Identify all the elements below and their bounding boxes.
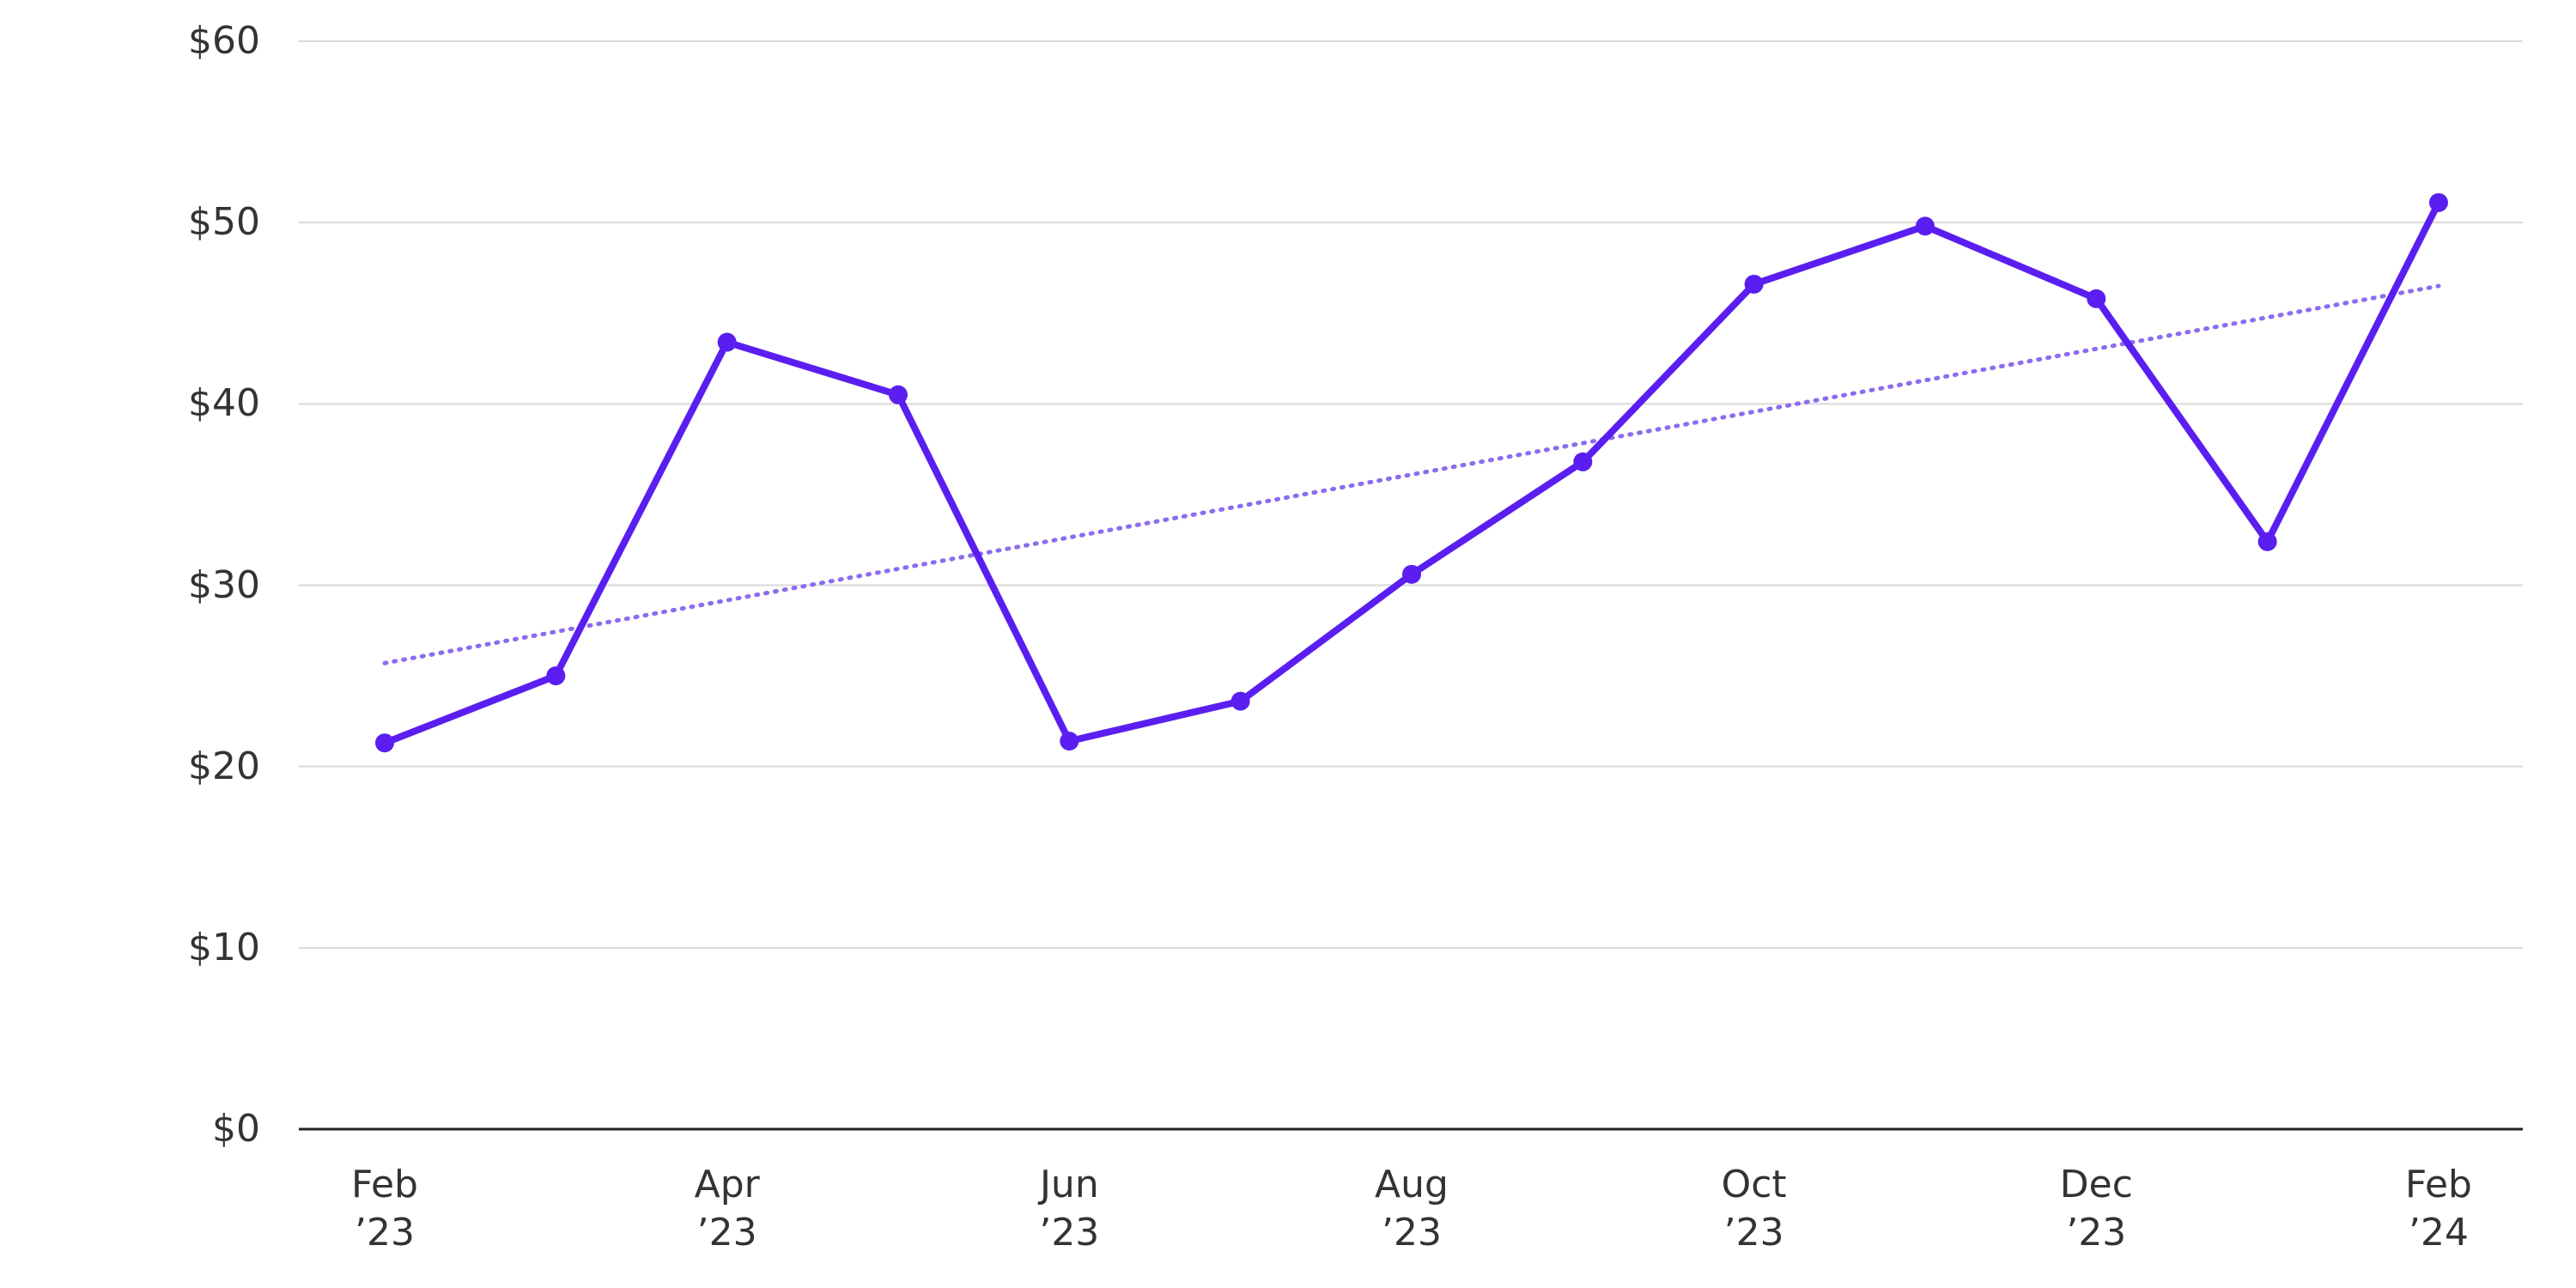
data-point [1060,732,1079,751]
data-point [2087,289,2106,308]
x-tick-label: Feb ’24 [2405,1163,2472,1255]
data-point [1744,274,1764,294]
data-point [889,385,908,404]
y-tick-label: $0 [212,1107,260,1151]
x-tick-label: Jun ’23 [1039,1163,1100,1255]
x-tick-label: Apr ’23 [694,1163,760,1255]
trend-line [382,283,2441,665]
y-tick-label: $40 [188,381,260,426]
y-tick-label: $50 [188,200,260,245]
y-tick-label: $20 [188,744,260,788]
data-point [546,666,566,686]
data-point [717,332,737,352]
line-series [383,201,2442,746]
data-point [375,733,394,753]
data-point [2257,532,2277,551]
x-tick-label: Dec ’23 [2059,1163,2133,1255]
x-tick-label: Aug ’23 [1375,1163,1449,1255]
y-tick-label: $10 [188,925,260,969]
y-tick-label: $30 [188,562,260,607]
x-tick-label: Oct ’23 [1721,1163,1787,1255]
x-tick-label: Feb ’23 [351,1163,418,1255]
data-point [1402,564,1421,584]
data-point [1916,216,1935,236]
data-point [1230,691,1250,711]
y-tick-label: $60 [188,19,260,63]
data-point [2429,192,2448,212]
data-point [1573,452,1593,471]
